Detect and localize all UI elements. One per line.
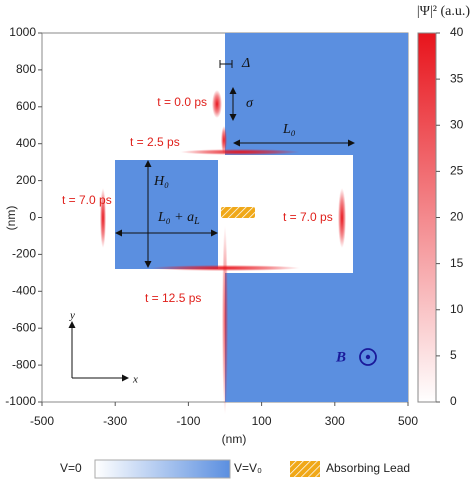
- potential-map: t = 0.0 ps t = 2.5 ps t = 7.0 ps t = 7.0…: [41, 32, 409, 415]
- annotation: Δ: [241, 56, 250, 71]
- colorbar-title: |Ψ|² (a.u.): [417, 4, 471, 19]
- x-tick-label: -300: [103, 414, 127, 428]
- colorbar-tick-label: 40: [450, 25, 464, 39]
- annotation: H₀: [153, 174, 169, 189]
- colorbar-tick-label: 5: [450, 348, 457, 362]
- y-tick-label: -800: [12, 357, 36, 371]
- y-tick-label: -400: [12, 283, 36, 297]
- snapshot-label: t = 2.5 ps: [130, 135, 180, 149]
- colorbar-tick-label: 15: [450, 256, 464, 270]
- colorbar-tick-label: 35: [450, 71, 464, 85]
- y-tick-label: -1000: [5, 394, 36, 408]
- colorbar-tick-label: 20: [450, 210, 464, 224]
- axis-hint: x: [132, 374, 138, 386]
- colorbar-tick-label: 30: [450, 117, 464, 131]
- absorbing-lead: [221, 207, 255, 218]
- dimension-arrows: [68, 60, 377, 382]
- x-tick-label: -100: [176, 414, 200, 428]
- snapshot-label: t = 7.0 ps: [62, 193, 112, 207]
- packet: [338, 188, 346, 248]
- b-label: B: [335, 349, 346, 365]
- packet: [180, 149, 300, 155]
- y-tick-label: 400: [16, 136, 36, 150]
- potential-legend: [94, 459, 231, 479]
- packet: [221, 126, 227, 154]
- legend-label: V=0: [60, 461, 82, 475]
- packet: [100, 188, 106, 248]
- annotation-sub: L: [193, 216, 200, 227]
- y-tick-label: -200: [12, 247, 36, 261]
- y-tick-label: 0: [29, 210, 36, 224]
- y-tick-label: -600: [12, 320, 36, 334]
- annotation: σ: [246, 96, 254, 111]
- y-tick-label: 600: [16, 99, 36, 113]
- scatterer-region: [115, 160, 218, 269]
- annotation: L₀: [282, 122, 296, 137]
- snapshot-label: t = 7.0 ps: [283, 210, 333, 224]
- axis-hint: y: [69, 310, 75, 322]
- wave-packets: [100, 90, 346, 415]
- annotation: L₀ + aL: [157, 210, 200, 227]
- packet: [222, 225, 228, 415]
- x-axis-label: (nm): [222, 432, 247, 446]
- colorbar-tick-label: 10: [450, 302, 464, 316]
- snapshot-label: t = 12.5 ps: [145, 291, 201, 305]
- legend-label: Absorbing Lead: [326, 461, 410, 475]
- y-axis-label: (nm): [4, 206, 18, 231]
- snapshot-label: t = 0.0 ps: [157, 95, 207, 109]
- colorbar-tick-label: 0: [450, 394, 457, 408]
- x-tick-label: 300: [325, 414, 345, 428]
- b-field-dot: [365, 354, 371, 360]
- legend-label: V=V₀: [234, 461, 262, 475]
- colorbar-tick-label: 25: [450, 164, 464, 178]
- lead-legend: [290, 461, 320, 477]
- y-tick-label: 200: [16, 173, 36, 187]
- x-tick-label: -500: [30, 414, 54, 428]
- y-tick-label: 1000: [9, 25, 36, 39]
- y-tick-label: 800: [16, 62, 36, 76]
- x-tick-label: 500: [398, 414, 418, 428]
- colorbar: [417, 32, 437, 403]
- x-tick-label: 100: [252, 414, 272, 428]
- annotation-part: L₀ + a: [157, 210, 194, 225]
- packet: [212, 90, 222, 118]
